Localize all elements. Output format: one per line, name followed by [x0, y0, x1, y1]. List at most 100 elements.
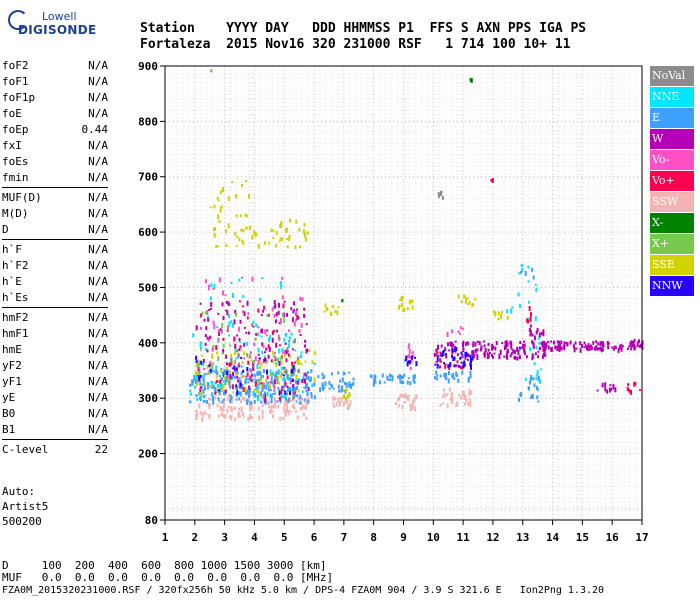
echo-point: [231, 181, 234, 184]
echo-point: [296, 380, 299, 385]
echo-point: [281, 355, 283, 359]
echo-point: [274, 400, 277, 404]
echo-point: [538, 348, 541, 351]
echo-point: [215, 375, 218, 379]
series-w: [195, 300, 644, 403]
echo-point: [500, 313, 503, 319]
x-tick-label: 4: [251, 531, 258, 544]
echo-point: [278, 302, 280, 308]
echo-point: [238, 397, 241, 401]
echo-point: [273, 300, 276, 304]
echo-point: [220, 377, 223, 382]
echo-point: [258, 382, 261, 386]
echo-point: [245, 331, 248, 334]
echo-point: [535, 376, 538, 381]
echo-point: [633, 338, 636, 343]
echo-point: [257, 308, 260, 313]
echo-point: [222, 187, 224, 193]
echo-point: [592, 340, 595, 345]
echo-point: [558, 347, 561, 352]
echo-point: [467, 402, 470, 406]
echo-point: [467, 353, 470, 357]
param-row: h`F N/A: [2, 242, 108, 258]
echo-point: [250, 416, 253, 419]
echo-point: [212, 362, 215, 366]
param-value: N/A: [88, 91, 108, 104]
echo-point: [399, 380, 402, 384]
echo-point: [219, 207, 222, 213]
echo-point: [297, 358, 300, 363]
echo-point: [443, 373, 446, 378]
echo-point: [633, 381, 636, 387]
echo-point: [530, 375, 533, 380]
echo-point: [262, 394, 265, 399]
echo-point: [233, 375, 236, 379]
param-name: yF2: [2, 359, 22, 372]
echo-point: [200, 386, 202, 389]
echo-point: [238, 300, 241, 303]
echo-point: [210, 69, 213, 73]
echo-point: [231, 396, 234, 401]
ionogram-chart: 1 2 3 4 5 6 7 8 9 10 11 12 13 14 15 16 17802003004005006…: [138, 60, 649, 544]
param-name: hmF1: [2, 327, 29, 340]
echo-point: [274, 374, 277, 379]
echo-point: [290, 332, 293, 336]
echo-point: [506, 315, 509, 320]
echo-point: [594, 346, 597, 351]
echo-point: [196, 398, 199, 401]
echo-point: [314, 395, 316, 400]
echo-point: [480, 345, 483, 350]
echo-point: [452, 357, 455, 361]
echo-point: [447, 364, 450, 369]
echo-point: [291, 317, 294, 323]
echo-point: [231, 400, 234, 404]
echo-point: [444, 347, 447, 352]
echo-point: [208, 284, 210, 288]
param-name: foEs: [2, 155, 29, 168]
echo-point: [196, 378, 199, 383]
echo-point: [291, 361, 294, 367]
echo-point: [303, 405, 306, 409]
echo-point: [465, 342, 468, 346]
echo-point: [281, 385, 284, 389]
echo-point: [213, 232, 216, 238]
echo-point: [304, 372, 307, 377]
echo-point: [510, 341, 513, 347]
echo-point: [524, 377, 527, 381]
echo-point: [474, 297, 477, 301]
echo-point: [229, 370, 232, 374]
param-value: N/A: [88, 375, 108, 388]
echo-point: [229, 344, 231, 347]
echo-point: [207, 386, 209, 390]
echo-point: [543, 349, 546, 354]
echo-point: [399, 299, 402, 301]
echo-point: [219, 328, 222, 332]
echo-point: [274, 358, 277, 361]
echo-point: [509, 354, 512, 358]
echo-point: [284, 371, 287, 374]
param-name: D: [2, 223, 9, 236]
echo-point: [263, 358, 265, 363]
echo-point: [407, 377, 410, 380]
echo-point: [560, 346, 563, 351]
echo-point: [412, 354, 415, 358]
echo-point: [230, 415, 233, 421]
echo-point: [261, 351, 264, 354]
param-name: hmF2: [2, 311, 29, 324]
echo-point: [226, 396, 229, 399]
echo-point: [575, 347, 578, 350]
echo-point: [523, 343, 526, 348]
echo-point: [236, 375, 239, 379]
echo-point: [230, 396, 233, 401]
echo-point: [455, 364, 458, 368]
echo-point: [274, 362, 277, 366]
echo-point: [641, 346, 644, 350]
echo-point: [475, 353, 478, 356]
echo-point: [638, 344, 641, 348]
echo-point: [444, 363, 447, 366]
echo-point: [302, 412, 305, 417]
echo-point: [206, 372, 209, 375]
echo-point: [608, 387, 611, 393]
echo-point: [450, 329, 453, 334]
echo-point: [199, 302, 202, 305]
